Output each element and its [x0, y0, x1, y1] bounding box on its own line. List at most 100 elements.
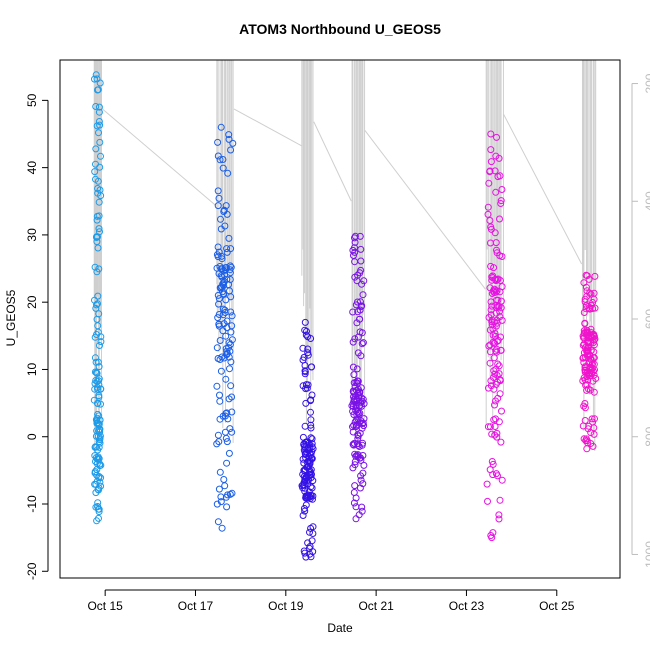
data-point	[308, 484, 316, 492]
data-point	[358, 420, 366, 428]
data-point	[96, 342, 103, 349]
data-point	[93, 238, 101, 246]
x-tick-label: Oct 25	[539, 599, 575, 613]
data-point	[486, 284, 494, 292]
data-point	[94, 233, 101, 241]
data-point	[302, 438, 310, 446]
data-point	[222, 332, 230, 340]
data-point	[490, 374, 497, 381]
data-point	[354, 451, 362, 459]
data-point	[215, 300, 223, 308]
data-point	[356, 232, 364, 240]
pressure-connector	[101, 107, 217, 206]
data-point	[93, 212, 101, 220]
data-point	[302, 331, 310, 339]
data-point	[95, 377, 103, 385]
data-point	[221, 428, 229, 436]
data-point	[225, 131, 233, 139]
data-point	[487, 306, 495, 314]
data-point	[590, 295, 598, 303]
data-point	[227, 263, 235, 271]
data-point	[496, 377, 504, 385]
data-point	[352, 378, 360, 386]
data-point	[215, 194, 223, 202]
data-point	[93, 315, 101, 323]
data-point	[226, 490, 234, 498]
data-point	[97, 474, 105, 482]
data-point	[223, 503, 231, 511]
data-point	[584, 350, 592, 358]
data-point	[357, 298, 364, 306]
data-point	[299, 512, 307, 519]
data-point	[484, 423, 492, 431]
data-point	[214, 202, 222, 210]
right-y-axis: 200 400 600 800 1000	[631, 73, 650, 568]
data-point	[94, 86, 102, 94]
data-point	[495, 515, 503, 523]
data-point	[581, 417, 589, 424]
data-point	[488, 458, 496, 465]
data-point	[487, 158, 495, 166]
data-point	[225, 344, 233, 352]
data-point	[580, 279, 588, 287]
data-point	[213, 251, 221, 259]
data-point	[97, 192, 105, 200]
data-point	[214, 187, 222, 195]
data-point	[214, 518, 222, 526]
data-point	[586, 289, 594, 297]
data-point	[305, 447, 313, 455]
data-points	[90, 71, 600, 561]
x-tick-label: Oct 21	[358, 599, 394, 613]
data-point	[95, 393, 103, 401]
data-point	[351, 450, 359, 458]
data-point	[351, 232, 359, 240]
data-point	[95, 225, 103, 233]
data-point	[223, 409, 231, 417]
data-point	[217, 272, 225, 280]
data-point	[96, 138, 104, 146]
data-point	[227, 382, 235, 390]
data-point	[93, 216, 101, 224]
data-point	[487, 262, 495, 270]
data-point	[217, 215, 224, 223]
data-point	[582, 302, 590, 310]
data-point	[216, 156, 224, 164]
data-point	[96, 478, 104, 486]
data-point	[299, 455, 307, 463]
data-point	[581, 320, 589, 328]
data-point	[580, 309, 588, 316]
data-point	[484, 497, 491, 505]
data-point	[93, 517, 101, 525]
data-point	[217, 284, 225, 292]
data-point	[493, 246, 500, 254]
data-point	[220, 476, 228, 483]
data-point	[492, 415, 499, 423]
data-point	[354, 379, 361, 387]
segment-points	[348, 232, 368, 523]
data-point	[224, 491, 232, 499]
data-point	[357, 476, 365, 484]
data-point	[213, 382, 221, 390]
data-point	[589, 354, 597, 362]
data-point	[496, 215, 503, 223]
data-point	[354, 298, 361, 306]
data-point	[498, 316, 506, 324]
data-point	[307, 416, 315, 424]
segment-points	[213, 123, 237, 532]
data-point	[220, 206, 228, 214]
data-point	[585, 359, 593, 367]
data-point	[498, 186, 506, 193]
y-tick-label: 50	[25, 93, 39, 107]
data-point	[303, 384, 311, 392]
data-point	[214, 243, 222, 251]
y-tick-label: 20	[25, 295, 39, 309]
x-tick-label: Oct 19	[268, 599, 304, 613]
data-point	[306, 449, 314, 457]
data-point	[93, 443, 101, 451]
data-point	[579, 341, 587, 349]
data-point	[223, 459, 231, 467]
data-point	[358, 329, 366, 337]
pressure-connector	[233, 108, 302, 147]
x-axis-label: Date	[327, 621, 353, 635]
x-tick-label: Oct 17	[178, 599, 214, 613]
